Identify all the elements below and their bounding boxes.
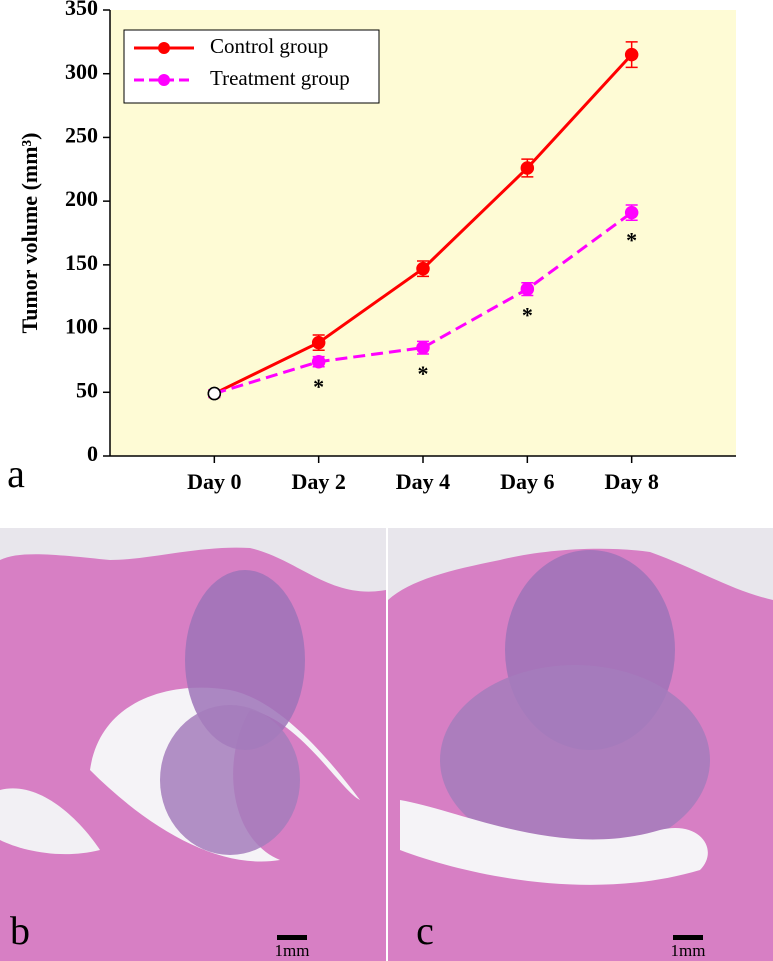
y-tick-label: 250 — [65, 122, 98, 147]
significance-marker: * — [418, 361, 429, 386]
data-point — [416, 340, 430, 355]
y-tick-label: 150 — [65, 250, 98, 275]
x-tick-label: Day 8 — [604, 469, 658, 494]
legend-label: Control group — [210, 34, 328, 58]
panel-label: b — [10, 908, 30, 953]
y-tick-label: 200 — [65, 186, 98, 211]
scale-bar — [277, 935, 307, 940]
y-tick-label: 50 — [76, 377, 98, 402]
data-point — [624, 205, 639, 220]
panel-label: c — [416, 908, 434, 953]
data-point — [520, 282, 535, 296]
data-point — [311, 335, 326, 350]
legend-label: Treatment group — [210, 66, 350, 90]
y-axis-label: Tumor volume (mm³) — [17, 133, 42, 334]
panel-label: a — [7, 451, 25, 496]
data-point — [207, 386, 222, 401]
legend-marker — [158, 42, 170, 54]
data-point — [416, 261, 430, 276]
data-point — [520, 161, 535, 175]
y-tick-label: 100 — [65, 314, 98, 339]
x-tick-label: Day 4 — [396, 469, 450, 494]
scale-bar-label: 1mm — [275, 941, 310, 960]
legend — [123, 29, 380, 104]
scale-bar-label: 1mm — [671, 941, 706, 960]
x-tick-label: Day 0 — [187, 469, 241, 494]
legend-marker — [158, 74, 170, 86]
histology-image-c — [388, 528, 773, 961]
data-point — [311, 354, 326, 369]
y-tick-label: 0 — [87, 441, 98, 466]
significance-marker: * — [313, 374, 324, 399]
significance-marker: * — [626, 227, 637, 252]
histology-image-b — [0, 528, 386, 961]
x-tick-label: Day 2 — [291, 469, 345, 494]
y-tick-label: 300 — [65, 59, 98, 84]
series-line — [213, 211, 633, 395]
scale-bar — [673, 935, 703, 940]
y-tick-label: 350 — [65, 0, 98, 20]
significance-marker: * — [522, 302, 533, 327]
data-point — [624, 47, 639, 62]
x-tick-label: Day 6 — [500, 469, 554, 494]
